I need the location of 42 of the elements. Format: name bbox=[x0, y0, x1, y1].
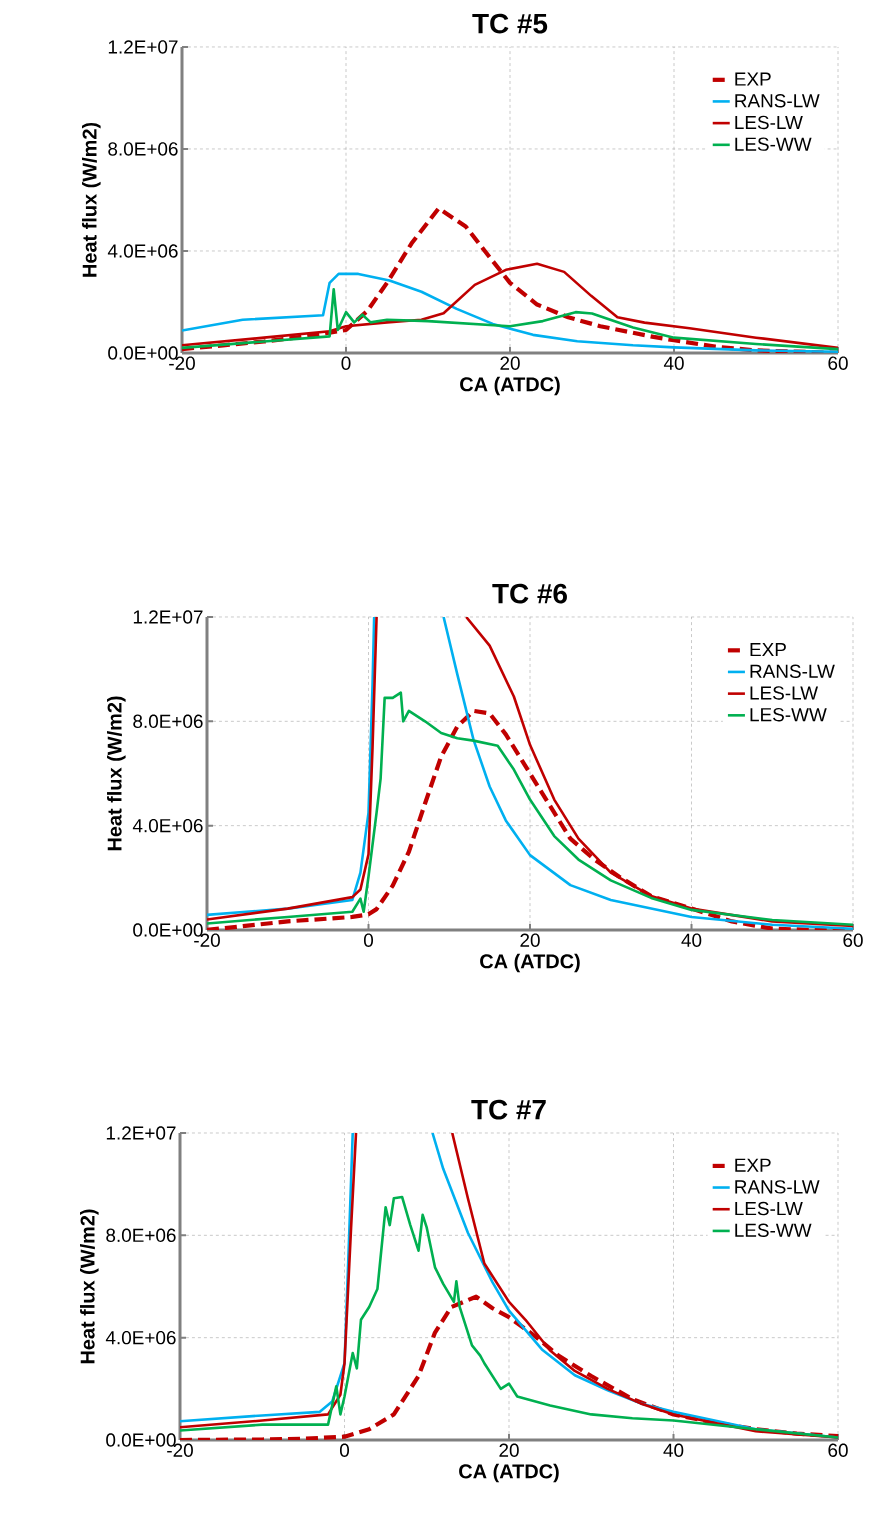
y-axis-title: Heat flux (W/m2) bbox=[80, 1209, 99, 1364]
x-axis-title: CA (ATDC) bbox=[459, 1463, 559, 1483]
x-tick-label: 0 bbox=[363, 933, 374, 947]
x-tick-label: 20 bbox=[500, 356, 520, 370]
y-tick-label: 1.2E+07 bbox=[106, 1126, 176, 1140]
x-axis-title: CA (ATDC) bbox=[480, 953, 580, 973]
x-tick-label: 60 bbox=[843, 933, 863, 947]
x-tick-label: 60 bbox=[828, 356, 848, 370]
x-tick-label: 60 bbox=[828, 1443, 848, 1457]
legend-label: LES-LW bbox=[735, 115, 803, 130]
chart-title: TC #7 bbox=[471, 1099, 546, 1120]
legend-label: LES-WW bbox=[735, 1223, 812, 1237]
x-tick-label: 20 bbox=[499, 1443, 519, 1457]
x-tick-label: 0 bbox=[339, 1443, 350, 1457]
legend-label: LES-WW bbox=[735, 137, 812, 151]
y-axis-title: Heat flux (W/m2) bbox=[82, 122, 101, 277]
x-tick-label: 20 bbox=[520, 933, 540, 947]
legend-label: RANS-LW bbox=[735, 94, 820, 108]
y-tick-label: 4.0E+06 bbox=[105, 1330, 176, 1345]
legend-label: RANS-LW bbox=[735, 1180, 820, 1194]
y-tick-label: 4.0E+06 bbox=[107, 244, 178, 258]
legend-label: LES-LW bbox=[735, 1201, 803, 1216]
y-tick-label: 8.0E+06 bbox=[133, 714, 203, 729]
chart-title: TC #5 bbox=[472, 13, 548, 34]
legend-label: RANS-LW bbox=[750, 664, 835, 678]
x-tick-label: 40 bbox=[681, 933, 702, 947]
y-tick-label: 4.0E+06 bbox=[132, 818, 203, 833]
x-tick-label: 40 bbox=[663, 1443, 684, 1457]
legend-label: LES-WW bbox=[750, 707, 827, 722]
y-tick-label: 1.2E+07 bbox=[133, 610, 203, 624]
y-tick-label: 8.0E+06 bbox=[106, 1228, 176, 1243]
legend-label: EXP bbox=[735, 72, 771, 86]
x-tick-label: 0 bbox=[341, 356, 351, 370]
chart-title: TC #6 bbox=[492, 583, 567, 604]
legend-label: EXP bbox=[750, 643, 786, 657]
y-tick-label: 8.0E+06 bbox=[108, 142, 178, 156]
y-axis-title: Heat flux (W/m2) bbox=[107, 696, 126, 851]
x-axis-title: CA (ATDC) bbox=[460, 376, 560, 396]
y-tick-label: 1.2E+07 bbox=[108, 40, 178, 54]
x-tick-label: 40 bbox=[663, 356, 684, 370]
legend-label: LES-LW bbox=[750, 686, 819, 700]
legend-label: EXP bbox=[735, 1158, 771, 1172]
